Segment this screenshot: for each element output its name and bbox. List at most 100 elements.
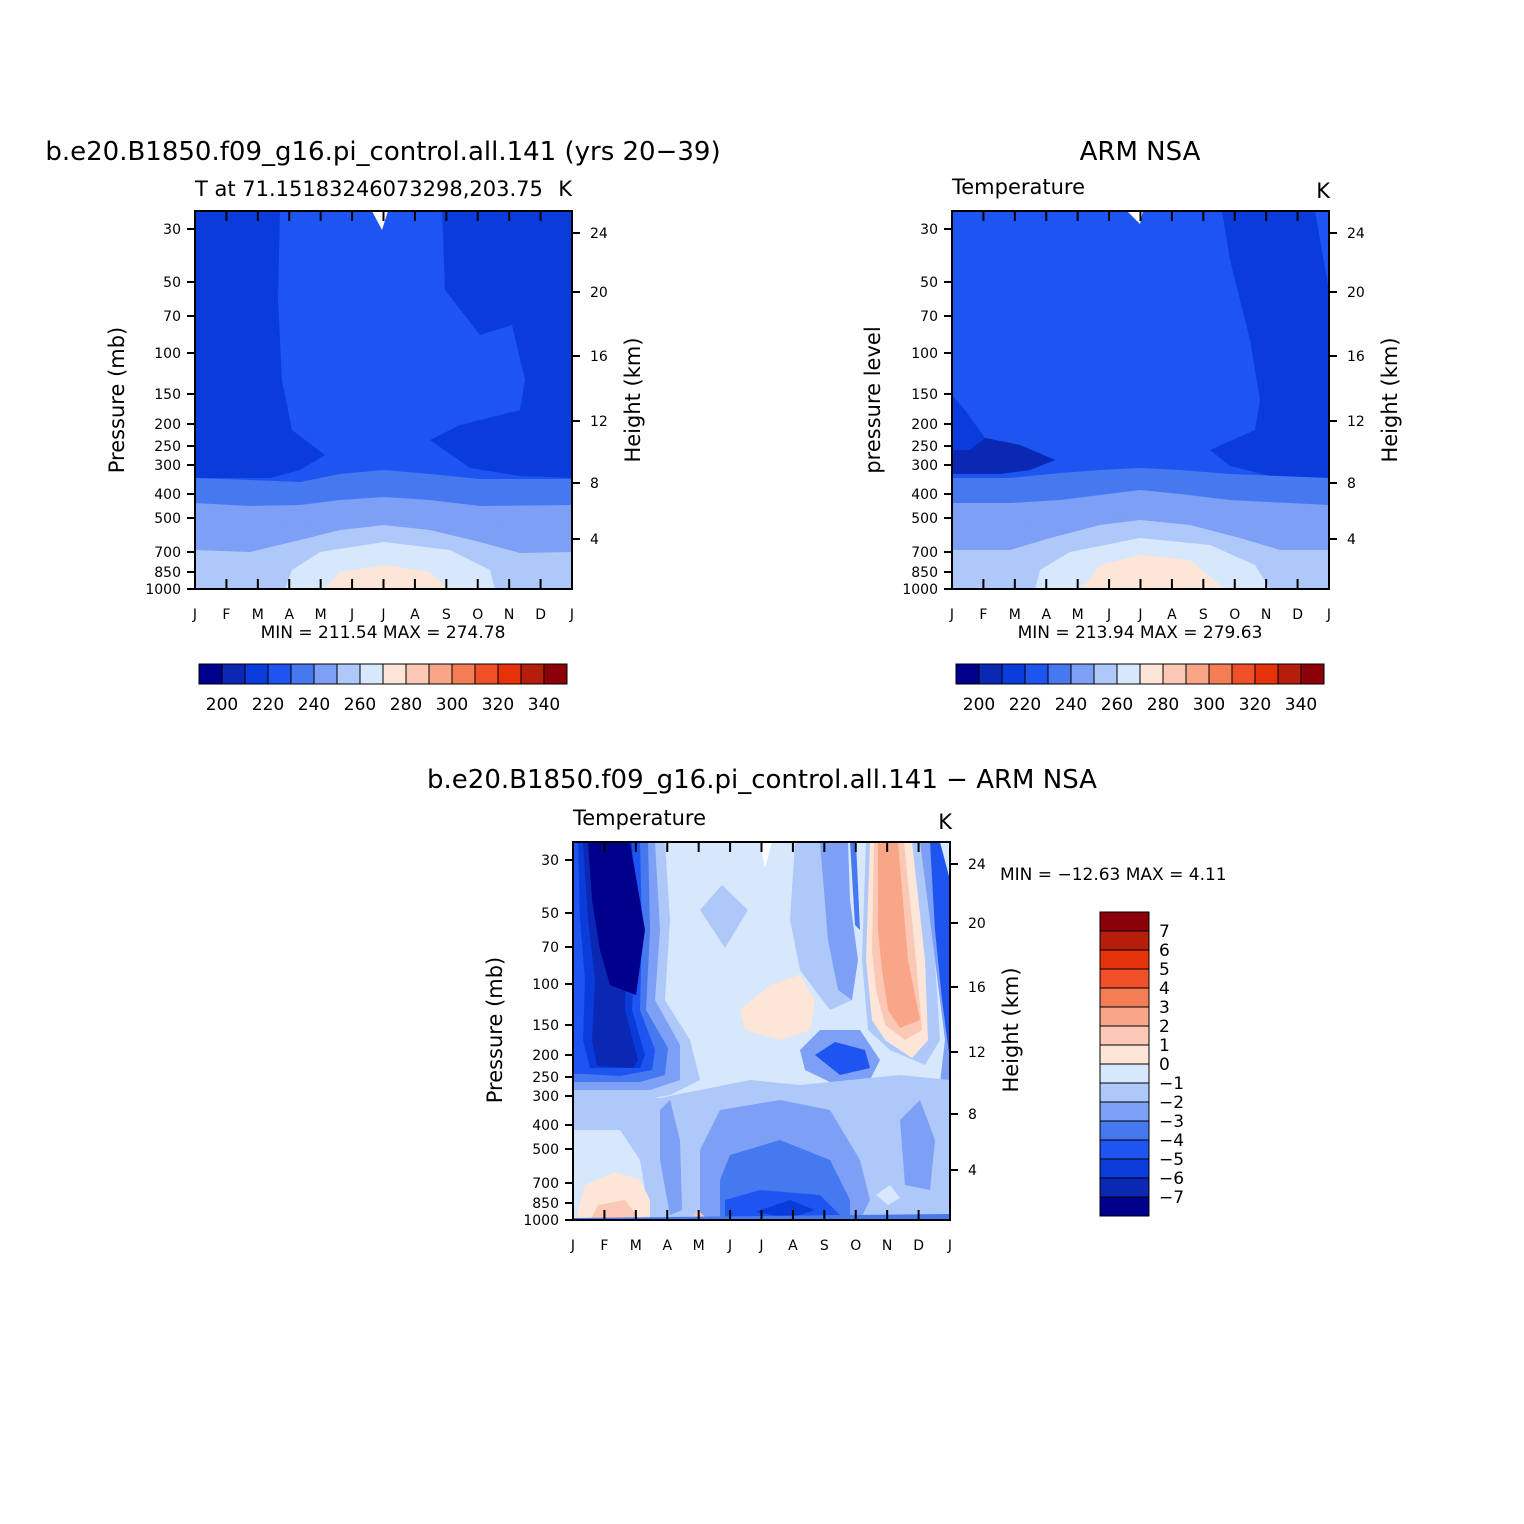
x-tick-label: N <box>504 607 514 623</box>
colorbar-box <box>1277 663 1302 685</box>
y-tick-label: 850 <box>154 565 181 581</box>
y-tick-label: 700 <box>532 1176 559 1192</box>
y-tick-label: 150 <box>532 1018 559 1034</box>
colorbar-box <box>1099 1120 1150 1141</box>
colorbar-box <box>474 663 499 685</box>
colorbar-box <box>198 663 223 685</box>
colorbar-box <box>1300 663 1325 685</box>
y-right-tick-label: 4 <box>968 1163 977 1179</box>
panel-obs-axes: J F M A M J J A S O N D J 30 50 70 100 150 200 250 300 400 500… <box>902 211 1365 623</box>
contour-band <box>578 1172 650 1220</box>
panel-obs-title: ARM NSA <box>1080 137 1201 167</box>
panel-obs-units: K <box>1316 179 1331 203</box>
colorbar-box <box>1099 949 1150 970</box>
x-tick-label: O <box>472 607 483 623</box>
colorbar-label: 2 <box>1159 1017 1170 1037</box>
y-tick-label: 700 <box>154 545 181 561</box>
colorbar-label: −7 <box>1159 1188 1184 1208</box>
colorbar-label: 300 <box>1193 695 1225 715</box>
colorbar-box <box>290 663 315 685</box>
y-right-tick-label: 12 <box>968 1045 986 1061</box>
contour-band <box>815 1042 870 1075</box>
x-tick-label: F <box>222 607 230 623</box>
colorbar-label: −4 <box>1159 1131 1184 1151</box>
colorbar-box <box>1099 911 1150 932</box>
y-right-tick-label: 24 <box>1347 226 1365 242</box>
y-tick-label: 400 <box>911 487 938 503</box>
x-tick-label: M <box>252 607 264 623</box>
colorbar-box <box>1047 663 1072 685</box>
y-tick-label: 150 <box>911 387 938 403</box>
panel-diff: b.e20.B1850.f09_g16.pi_control.all.141 −… <box>427 765 1227 1254</box>
x-tick-label: M <box>630 1238 642 1254</box>
contour-band <box>900 1100 935 1190</box>
y-tick-label: 250 <box>532 1070 559 1086</box>
panel-model-contours <box>195 211 572 589</box>
x-tick-label: F <box>979 607 987 623</box>
x-tick-label: N <box>882 1238 892 1254</box>
x-tick-label: M <box>1072 607 1084 623</box>
colorbar-box <box>1099 968 1150 989</box>
colorbar-label: 320 <box>482 695 514 715</box>
y-tick-label: 300 <box>532 1089 559 1105</box>
contour-band <box>590 1200 640 1220</box>
y-right-tick-label: 8 <box>590 476 599 492</box>
y-right-tick-label: 20 <box>1347 285 1365 301</box>
y-tick-label: 70 <box>920 309 938 325</box>
colorbar-box <box>1093 663 1118 685</box>
x-tick-label: J <box>727 1238 732 1254</box>
panel-model-colorbar: 200 220 240 260 280 300 320 340 <box>198 663 568 715</box>
contour-band <box>325 565 448 589</box>
colorbar-box <box>520 663 545 685</box>
x-tick-label: J <box>1106 607 1111 623</box>
y-right-tick-label: 4 <box>590 532 599 548</box>
y-tick-label: 300 <box>911 458 938 474</box>
panel-model-axes: J F M A M J J A S O N D J 30 50 70 100 150 200 250 300 400 500… <box>145 211 608 623</box>
x-tick-label: F <box>600 1238 608 1254</box>
x-tick-label: S <box>1199 607 1208 623</box>
x-tick-label: J <box>1137 607 1142 623</box>
x-tick-label: J <box>949 607 954 623</box>
contour-band <box>876 1185 900 1205</box>
colorbar-box <box>1099 1101 1150 1122</box>
contour-band <box>755 1200 815 1218</box>
y-tick-label: 200 <box>911 417 938 433</box>
y-tick-label: 250 <box>154 439 181 455</box>
x-tick-label: M <box>693 1238 705 1254</box>
y-tick-label: 50 <box>541 906 559 922</box>
panel-obs-minmax: MIN = 213.94 MAX = 279.63 <box>1018 623 1263 643</box>
colorbar-box <box>1099 1082 1150 1103</box>
y-tick-label: 400 <box>154 487 181 503</box>
colorbar-label: 340 <box>1285 695 1317 715</box>
colorbar-label: 260 <box>344 695 376 715</box>
y-tick-label: 700 <box>911 545 938 561</box>
colorbar-box <box>336 663 361 685</box>
colorbar-box <box>1001 663 1026 685</box>
contour-band <box>952 438 1055 474</box>
x-tick-label: J <box>192 607 197 623</box>
colorbar-label: 300 <box>436 695 468 715</box>
colorbar-label: 320 <box>1239 695 1271 715</box>
colorbar-box <box>1070 663 1095 685</box>
colorbar-label: 6 <box>1159 941 1170 961</box>
y-tick-label: 500 <box>154 511 181 527</box>
x-tick-label: D <box>1292 607 1303 623</box>
x-tick-label: O <box>850 1238 861 1254</box>
colorbar-box <box>313 663 338 685</box>
colorbar-box <box>497 663 522 685</box>
colorbar-box <box>1099 1063 1150 1084</box>
y-tick-label: 150 <box>154 387 181 403</box>
x-tick-label: O <box>1229 607 1240 623</box>
colorbar-label: 4 <box>1159 979 1170 999</box>
colorbar-box <box>978 663 1003 685</box>
x-tick-label: J <box>380 607 385 623</box>
panel-model: b.e20.B1850.f09_g16.pi_control.all.141 (… <box>45 137 720 715</box>
contour-band <box>588 842 645 995</box>
y-tick-label: 100 <box>154 346 181 362</box>
x-tick-label: J <box>349 607 354 623</box>
y-tick-label: 30 <box>163 222 181 238</box>
panel-obs: ARM NSA Temperature K J F M A M J J A S O N D J 30 50 7… <box>861 137 1402 715</box>
y-tick-label: 300 <box>154 458 181 474</box>
